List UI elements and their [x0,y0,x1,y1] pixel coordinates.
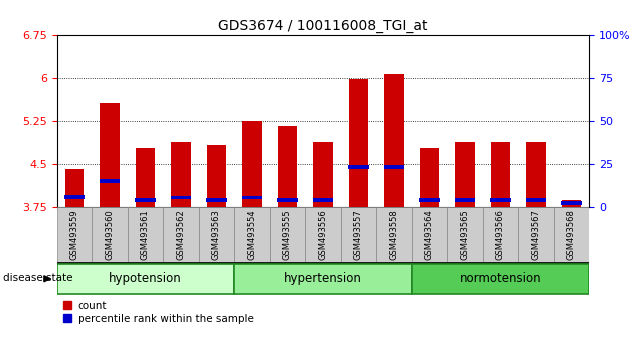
Bar [128,207,163,262]
Bar [420,148,439,207]
Text: hypotension: hypotension [109,272,182,285]
Text: GSM493561: GSM493561 [141,209,150,260]
Bar [447,207,483,262]
Bar [491,142,510,207]
Bar [455,142,474,207]
Text: GSM493568: GSM493568 [567,209,576,260]
Bar [561,201,581,205]
Bar [278,126,297,207]
Legend: count, percentile rank within the sample: count, percentile rank within the sample [62,301,253,324]
Text: hypertension: hypertension [284,272,362,285]
Bar [242,121,261,207]
Text: GSM493560: GSM493560 [105,209,115,260]
Bar [384,165,404,169]
Bar [171,195,191,199]
Text: GSM493562: GSM493562 [176,209,185,260]
Bar [206,198,227,201]
Bar [305,207,341,262]
Bar [100,103,120,207]
Bar [483,207,518,262]
Text: GSM493554: GSM493554 [248,209,256,260]
Bar [198,207,234,262]
Title: GDS3674 / 100116008_TGI_at: GDS3674 / 100116008_TGI_at [218,19,428,33]
Text: GSM493565: GSM493565 [461,209,469,260]
Text: GSM493557: GSM493557 [354,209,363,260]
Bar [92,207,128,262]
Text: GSM493556: GSM493556 [318,209,328,260]
Text: GSM493567: GSM493567 [531,209,541,260]
Bar [490,198,510,201]
Bar [341,207,376,262]
Bar [348,165,369,169]
Bar [554,207,589,262]
Bar [234,264,411,294]
Text: GSM493566: GSM493566 [496,209,505,260]
Bar [561,200,581,207]
Bar [526,142,546,207]
Text: disease state: disease state [3,273,72,283]
Bar [312,198,333,201]
Text: GSM493563: GSM493563 [212,209,221,260]
Bar [419,198,440,201]
Bar [135,198,156,201]
Bar [525,198,546,201]
Bar [171,142,191,207]
Bar [277,198,297,201]
Bar [135,148,155,207]
Bar [518,207,554,262]
Bar [57,264,234,294]
Bar [234,207,270,262]
Bar [100,179,120,183]
Bar [455,198,475,201]
Bar [270,207,305,262]
Text: GSM493558: GSM493558 [389,209,398,260]
Text: normotension: normotension [459,272,541,285]
Bar [313,142,333,207]
Bar [64,195,84,199]
Bar [348,79,368,207]
Bar [376,207,411,262]
Bar [163,207,198,262]
Bar [57,207,92,262]
Bar [65,169,84,207]
Text: GSM493555: GSM493555 [283,209,292,260]
Bar [411,207,447,262]
Text: GSM493559: GSM493559 [70,209,79,260]
Bar [242,195,262,199]
Bar [384,74,404,207]
Bar [207,145,226,207]
Text: GSM493564: GSM493564 [425,209,434,260]
Bar [411,264,589,294]
